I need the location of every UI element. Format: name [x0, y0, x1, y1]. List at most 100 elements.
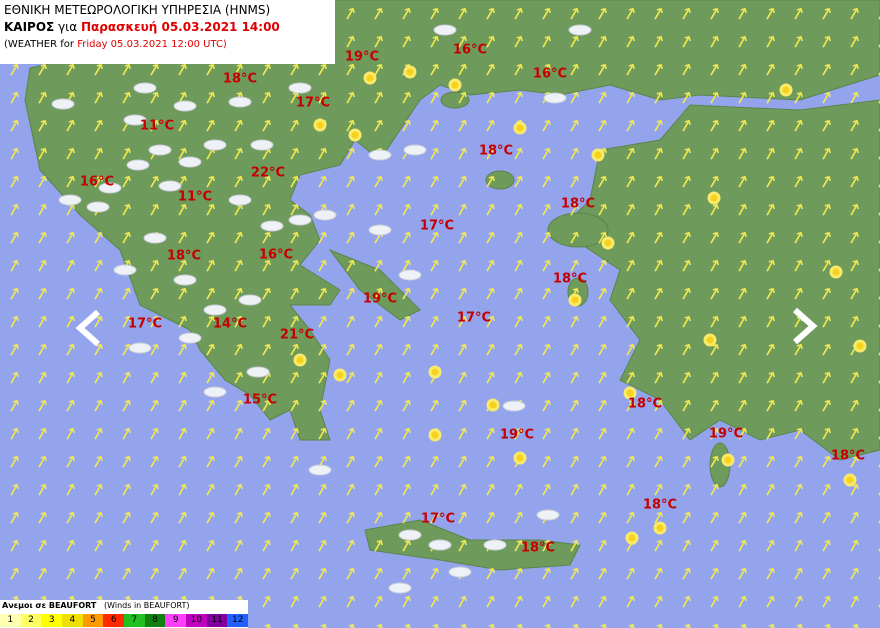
header-title: ΕΘΝΙΚΗ ΜΕΤΕΩΡΟΛΟΓΙΚΗ ΥΠΗΡΕΣΙΑ (HNMS): [4, 3, 271, 17]
cloud-icon: [536, 509, 560, 521]
temperature-label: 18°C: [479, 144, 513, 159]
temperature-label: 17°C: [128, 317, 162, 332]
temperature-label: 21°C: [280, 328, 314, 343]
cloud-icon: [238, 294, 262, 306]
temperature-label: 18°C: [628, 397, 662, 412]
cloud-icon: [128, 342, 152, 354]
temperature-label: 19°C: [363, 292, 397, 307]
legend-level: 7: [124, 614, 145, 627]
temperature-label: 11°C: [140, 119, 174, 134]
legend-level: 9: [165, 614, 187, 627]
temperature-label: 18°C: [643, 498, 677, 513]
temperature-label: 18°C: [553, 272, 587, 287]
cloud-icon: [308, 464, 332, 476]
legend-level: 5: [82, 614, 104, 627]
legend-level: 2: [20, 614, 42, 627]
cloud-icon: [178, 332, 202, 344]
cloud-icon: [126, 159, 150, 171]
legend-title: Ανεμοι σε BEAUFORT (Winds in BEAUFORT): [0, 600, 248, 614]
cloud-icon: [313, 209, 337, 221]
header-line: ΚΑΙΡΟΣ για Παρασκευή 05.03.2021 14:00: [4, 19, 331, 36]
cloud-icon: [502, 400, 526, 412]
legend-level: 6: [103, 614, 125, 627]
temperature-label: 16°C: [80, 175, 114, 190]
sun-icon: [653, 521, 667, 535]
temperature-label: 17°C: [296, 96, 330, 111]
legend-level: 8: [144, 614, 166, 627]
sun-icon: [853, 339, 867, 353]
temperature-label: 19°C: [709, 427, 743, 442]
cloud-icon: [368, 224, 392, 236]
english-prefix: (WEATHER for: [4, 39, 74, 50]
legend-level: 10: [186, 614, 207, 627]
cloud-icon: [143, 232, 167, 244]
legend-title-gr: Ανεμοι σε BEAUFORT: [2, 601, 97, 610]
temperature-label: 16°C: [453, 43, 487, 58]
cloud-icon: [228, 96, 252, 108]
next-button[interactable]: [793, 307, 818, 345]
header-for: για: [58, 20, 78, 34]
header-english: (WEATHER for Friday 05.03.2021 12:00 UTC…: [4, 36, 331, 53]
weather-icons: [51, 24, 867, 594]
cloud-icon: [250, 139, 274, 151]
legend-level: 1: [0, 614, 21, 627]
cloud-icon: [433, 24, 457, 36]
legend-title-en: (Winds in BEAUFORT): [104, 601, 190, 610]
cloud-icon: [568, 24, 592, 36]
temperature-label: 17°C: [421, 512, 455, 527]
sun-icon: [313, 118, 327, 132]
cloud-icon: [288, 82, 312, 94]
cloud-icon: [86, 201, 110, 213]
legend: Ανεμοι σε BEAUFORT (Winds in BEAUFORT) 1…: [0, 600, 249, 628]
cloud-icon: [398, 529, 422, 541]
sun-icon: [348, 128, 362, 142]
sun-icon: [703, 333, 717, 347]
legend-level: 4: [62, 614, 83, 627]
sun-icon: [568, 293, 582, 307]
cloud-icon: [428, 539, 452, 551]
temperature-label: 19°C: [500, 428, 534, 443]
temperature-label: 22°C: [251, 166, 285, 181]
cloud-icon: [368, 149, 392, 161]
sun-icon: [591, 148, 605, 162]
english-date: Friday 05.03.2021 12:00 UTC): [77, 39, 227, 50]
sun-icon: [623, 386, 637, 400]
cloud-icon: [260, 220, 284, 232]
cloud-icon: [288, 214, 312, 226]
legend-levels: 1 2 3 4 5 6 7 8 9 10 11 12: [0, 614, 249, 627]
sun-icon: [363, 71, 377, 85]
header-date: Παρασκευή 05.03.2021 14:00: [80, 20, 280, 34]
cloud-icon: [448, 566, 472, 578]
temperature-label: 11°C: [178, 190, 212, 205]
cloud-icon: [173, 100, 197, 112]
sun-icon: [486, 398, 500, 412]
cloud-icon: [228, 194, 252, 206]
sun-icon: [625, 531, 639, 545]
cloud-icon: [388, 582, 412, 594]
cloud-icon: [403, 144, 427, 156]
sun-icon: [601, 236, 615, 250]
cloud-icon: [178, 156, 202, 168]
sun-icon: [448, 78, 462, 92]
sun-icon: [829, 265, 843, 279]
temperature-label: 18°C: [167, 249, 201, 264]
prev-button[interactable]: [75, 309, 100, 347]
sun-icon: [333, 368, 347, 382]
legend-level: 12: [227, 614, 249, 627]
sun-icon: [779, 83, 793, 97]
cloud-icon: [398, 269, 422, 281]
header-label: ΚΑΙΡΟΣ: [4, 20, 55, 34]
cloud-icon: [246, 366, 270, 378]
cloud-icon: [98, 182, 122, 194]
sun-icon: [428, 428, 442, 442]
temperature-label: 16°C: [533, 67, 567, 82]
temperature-label: 18°C: [223, 72, 257, 87]
temperatures: 19°C 16°C 16°C 18°C 17°C 11°C 18°C 16°C 22°C 11°C…: [80, 43, 865, 556]
cloud-icon: [203, 386, 227, 398]
legend-level: 3: [41, 614, 63, 627]
temperature-label: 18°C: [561, 197, 595, 212]
temperature-label: 17°C: [420, 219, 454, 234]
